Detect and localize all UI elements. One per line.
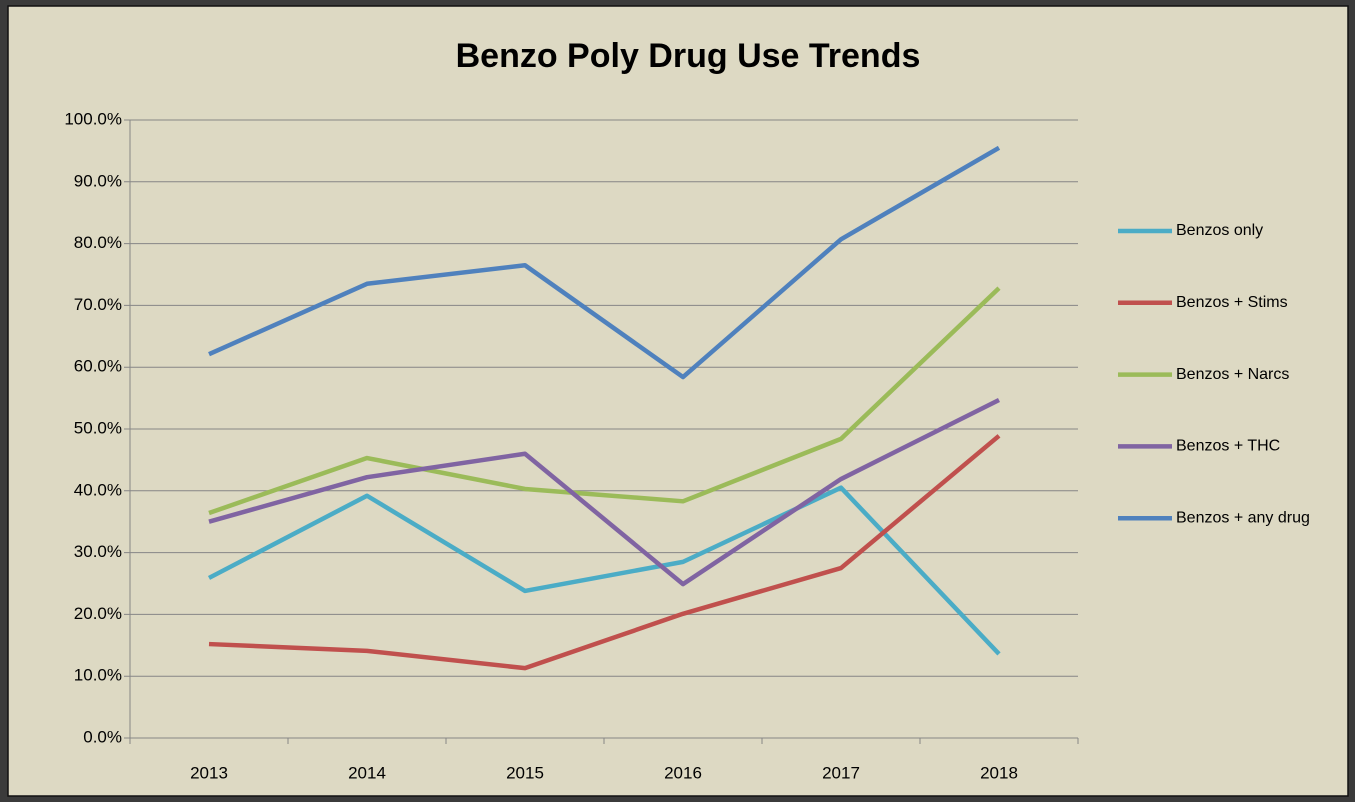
chart-title: Benzo Poly Drug Use Trends bbox=[456, 37, 921, 75]
x-tick-label: 2013 bbox=[190, 763, 228, 782]
legend-label: Benzos + Stims bbox=[1176, 294, 1288, 311]
y-tick-label: 20.0% bbox=[74, 604, 122, 623]
legend-label: Benzos only bbox=[1176, 222, 1263, 239]
x-tick-label: 2016 bbox=[664, 763, 702, 782]
legend-label: Benzos + any drug bbox=[1176, 509, 1310, 526]
series-line bbox=[208, 434, 1001, 671]
series-line bbox=[207, 485, 1001, 656]
y-tick-label: 0.0% bbox=[83, 727, 122, 746]
y-tick-label: 40.0% bbox=[74, 480, 122, 499]
x-tick-label: 2014 bbox=[348, 763, 386, 782]
y-tick-label: 80.0% bbox=[74, 233, 122, 252]
x-tick-label: 2015 bbox=[506, 763, 544, 782]
series-line bbox=[208, 286, 1001, 516]
y-tick-label: 90.0% bbox=[74, 171, 122, 190]
y-tick-label: 60.0% bbox=[74, 357, 122, 376]
y-tick-label: 50.0% bbox=[74, 418, 122, 437]
y-tick-label: 100.0% bbox=[64, 109, 122, 128]
y-tick-label: 10.0% bbox=[74, 666, 122, 685]
series-line bbox=[208, 145, 1001, 380]
y-tick-label: 70.0% bbox=[74, 295, 122, 314]
x-tick-label: 2018 bbox=[980, 763, 1018, 782]
series-line bbox=[208, 397, 1001, 587]
y-tick-label: 30.0% bbox=[74, 542, 122, 561]
chart-background bbox=[7, 5, 1349, 797]
legend-label: Benzos + THC bbox=[1176, 438, 1280, 455]
legend-label: Benzos + Narcs bbox=[1176, 366, 1289, 383]
x-tick-label: 2017 bbox=[822, 763, 860, 782]
